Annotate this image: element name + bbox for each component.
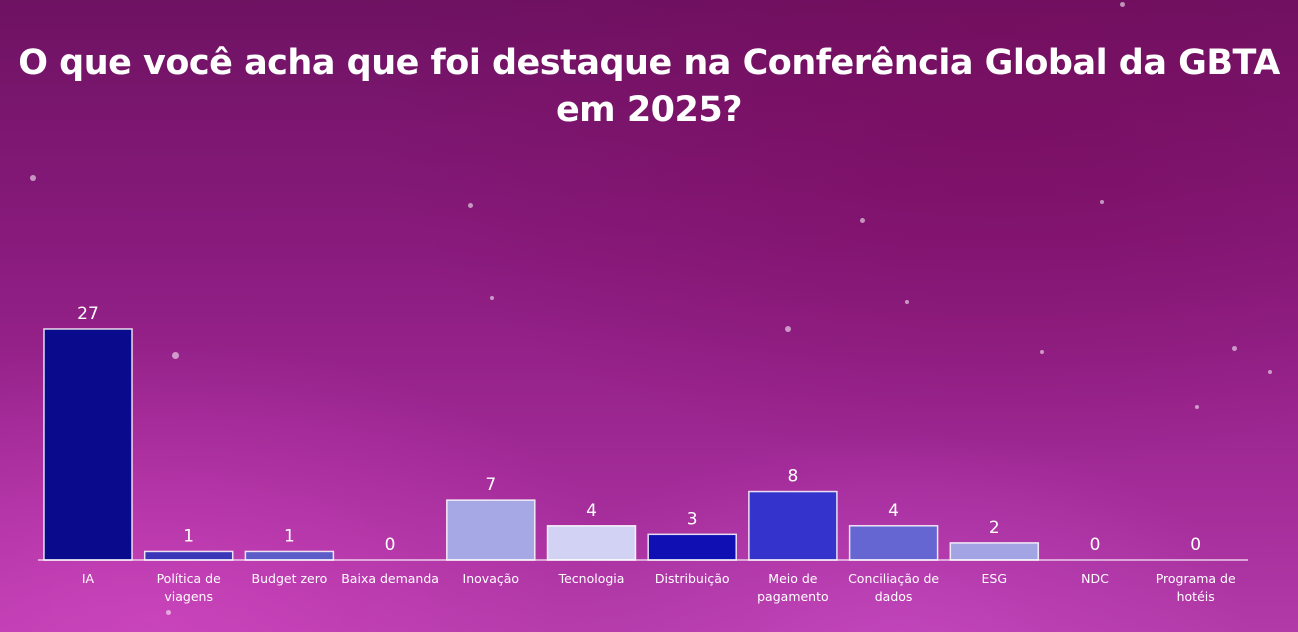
category-label: hotéis: [1177, 589, 1215, 604]
bar: [143, 550, 234, 561]
category-label: Tecnologia: [558, 571, 625, 586]
bar: [848, 525, 939, 561]
bar-value-label: 4: [586, 501, 597, 521]
category-label: Baixa demanda: [341, 571, 439, 586]
category-label: Budget zero: [252, 571, 328, 586]
category-label: viagens: [164, 589, 213, 604]
bar-value-label: 7: [485, 475, 496, 495]
chart-title: O que você acha que foi destaque na Conf…: [0, 40, 1298, 134]
bar-value-label: 3: [687, 509, 698, 529]
bar-value-label: 4: [888, 501, 899, 521]
bar-value-label: 1: [183, 526, 194, 546]
bars-layer: [43, 328, 1040, 561]
bar: [446, 499, 536, 561]
category-label: Política de: [157, 571, 222, 586]
category-label: dados: [875, 589, 913, 604]
category-label: Conciliação de: [848, 571, 939, 586]
bar: [647, 533, 737, 561]
bar-value-label: 27: [77, 304, 99, 324]
bar-value-label: 2: [989, 518, 1000, 538]
bar-value-label: 8: [787, 467, 798, 487]
category-label: IA: [82, 571, 95, 586]
bar: [244, 550, 335, 561]
category-label: pagamento: [757, 589, 829, 604]
bar-value-label: 0: [1190, 535, 1201, 555]
category-label: Distribuição: [655, 571, 730, 586]
category-label: NDC: [1081, 571, 1109, 586]
bar-value-label: 0: [1090, 535, 1101, 555]
bar: [43, 328, 133, 561]
bar-value-label: 0: [385, 535, 396, 555]
bar: [546, 525, 637, 561]
bar: [949, 542, 1040, 561]
bar-value-label: 1: [284, 526, 295, 546]
chart-title-line-1: O que você acha que foi destaque na Conf…: [18, 43, 1280, 83]
category-label: Programa de: [1156, 571, 1236, 586]
category-label: ESG: [982, 571, 1008, 586]
bar: [748, 490, 838, 561]
category-label: Inovação: [463, 571, 520, 586]
category-label: Meio de: [768, 571, 818, 586]
chart-title-line-2: em 2025?: [555, 90, 743, 130]
